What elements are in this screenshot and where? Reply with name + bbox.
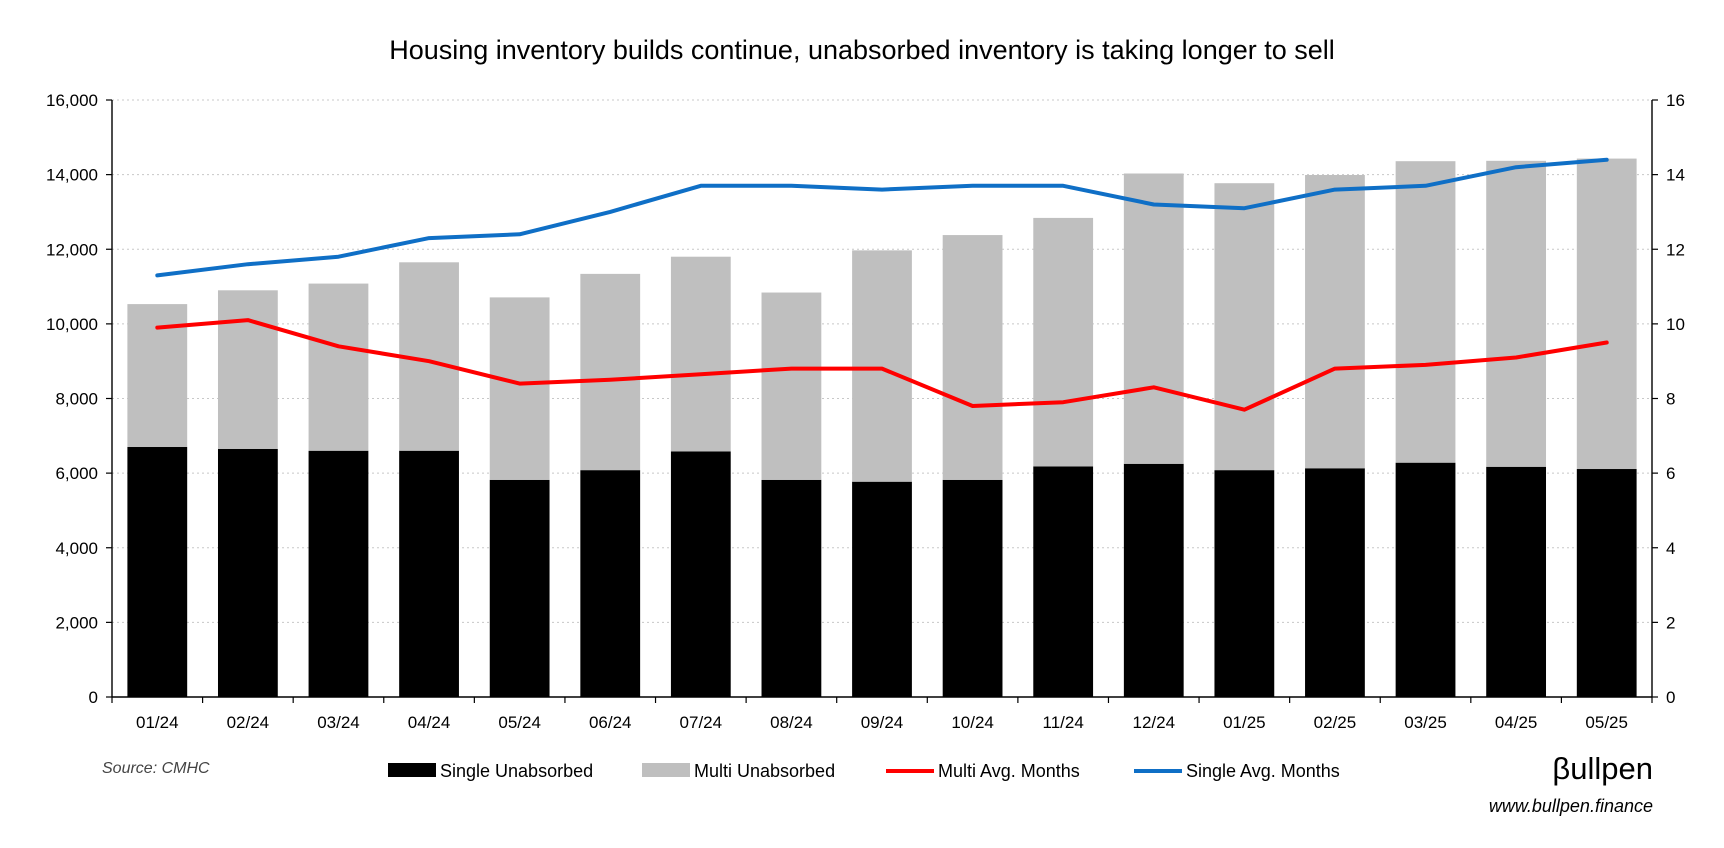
x-tick-label: 06/24: [589, 713, 632, 732]
right-tick-label: 12: [1666, 240, 1685, 259]
x-tick-label: 08/24: [770, 713, 813, 732]
left-tick-label: 14,000: [46, 166, 98, 185]
x-tick-label: 02/24: [227, 713, 270, 732]
left-tick-label: 2,000: [55, 613, 98, 632]
right-axis-ticks: 0 2 4 6 8 10 12 14 16: [1652, 91, 1685, 707]
bar-multi-unabsorbed: [1214, 183, 1275, 471]
right-tick-label: 10: [1666, 315, 1685, 334]
left-tick-label: 10,000: [46, 315, 98, 334]
bar-single-unabsorbed: [670, 451, 731, 697]
bar-multi-unabsorbed: [580, 273, 641, 471]
bar-multi-unabsorbed: [1486, 160, 1547, 467]
x-tick-label: 04/25: [1495, 713, 1538, 732]
line-single-avg-months: [155, 157, 1609, 278]
legend-label-single-avg-months: Single Avg. Months: [1186, 761, 1340, 781]
bar-single-unabsorbed: [852, 481, 912, 697]
bar-single-unabsorbed: [1576, 469, 1637, 697]
right-tick-label: 6: [1666, 464, 1675, 483]
x-tick-label: 04/24: [408, 713, 451, 732]
bar-single-unabsorbed: [1305, 468, 1365, 697]
bar-multi-unabsorbed: [1305, 174, 1365, 469]
bar-single-unabsorbed: [308, 450, 369, 697]
x-tick-label: 12/24: [1132, 713, 1175, 732]
bar-single-unabsorbed: [1033, 466, 1094, 697]
left-tick-label: 4,000: [55, 539, 98, 558]
x-tick-label: 01/24: [136, 713, 179, 732]
bar-multi-unabsorbed: [670, 256, 731, 452]
website-url: www.bullpen.finance: [1489, 796, 1653, 816]
series-lines: [155, 157, 1609, 412]
bar-single-unabsorbed: [580, 470, 641, 697]
left-tick-label: 12,000: [46, 240, 98, 259]
bar-single-unabsorbed: [399, 450, 459, 697]
brand-logo: βullpen: [1552, 751, 1653, 786]
bar-multi-unabsorbed: [489, 297, 550, 480]
bar-single-unabsorbed: [1123, 463, 1184, 697]
bar-multi-unabsorbed: [308, 283, 369, 451]
right-tick-label: 8: [1666, 390, 1675, 409]
x-tick-label: 11/24: [1043, 713, 1084, 732]
right-tick-label: 16: [1666, 91, 1685, 110]
bar-multi-unabsorbed: [1576, 158, 1637, 470]
left-tick-label: 8,000: [55, 390, 98, 409]
x-tick-label: 01/25: [1223, 713, 1266, 732]
left-tick-label: 16,000: [46, 91, 98, 110]
x-tick-label: 09/24: [861, 713, 904, 732]
line-multi-avg-months: [155, 318, 1609, 412]
legend-label-multi-unabsorbed: Multi Unabsorbed: [694, 761, 835, 781]
legend-swatch-multi-unabsorbed: [642, 763, 690, 777]
bar-multi-unabsorbed: [942, 235, 1003, 480]
bar-multi-unabsorbed: [1123, 173, 1184, 464]
chart-title: Housing inventory builds continue, unabs…: [389, 35, 1335, 65]
x-tick-label: 02/25: [1314, 713, 1357, 732]
left-axis-ticks: 0 2,000 4,000 6,000 8,000 10,000 12,000 14,000 1…: [46, 91, 112, 707]
bar-single-unabsorbed: [1395, 462, 1456, 697]
bar-multi-unabsorbed: [852, 250, 912, 482]
bar-single-unabsorbed: [1214, 470, 1275, 697]
x-tick-label: 05/24: [498, 713, 541, 732]
x-tick-label: 07/24: [680, 713, 723, 732]
bar-multi-unabsorbed: [1395, 161, 1456, 463]
bar-single-unabsorbed: [489, 479, 550, 697]
bar-single-unabsorbed: [1486, 466, 1547, 697]
bar-multi-unabsorbed: [1033, 217, 1094, 467]
x-axis-ticks: 01/24 02/24 03/24 04/24 05/24 06/24 07/24 08/24…: [111, 697, 1653, 732]
bar-multi-unabsorbed: [217, 290, 278, 449]
x-tick-label: 03/24: [317, 713, 360, 732]
bar-single-unabsorbed: [217, 448, 278, 697]
bar-single-unabsorbed: [942, 479, 1003, 697]
legend-swatch-single-unabsorbed: [388, 763, 436, 777]
left-tick-label: 6,000: [55, 464, 98, 483]
x-tick-label: 10/24: [951, 713, 994, 732]
bar-single-unabsorbed: [127, 447, 188, 697]
legend-label-single-unabsorbed: Single Unabsorbed: [440, 761, 593, 781]
bar-single-unabsorbed: [761, 479, 822, 697]
right-tick-label: 2: [1666, 613, 1675, 632]
x-tick-label: 05/25: [1585, 713, 1628, 732]
legend: Single Unabsorbed Multi Unabsorbed Multi A…: [388, 761, 1340, 781]
legend-label-multi-avg-months: Multi Avg. Months: [938, 761, 1080, 781]
right-tick-label: 4: [1666, 539, 1675, 558]
source-note: Source: CMHC: [102, 760, 210, 777]
bars: [127, 158, 1637, 697]
right-tick-label: 0: [1666, 688, 1675, 707]
bar-multi-unabsorbed: [761, 292, 822, 480]
right-tick-label: 14: [1666, 166, 1685, 185]
x-tick-label: 03/25: [1404, 713, 1447, 732]
left-tick-label: 0: [89, 688, 98, 707]
